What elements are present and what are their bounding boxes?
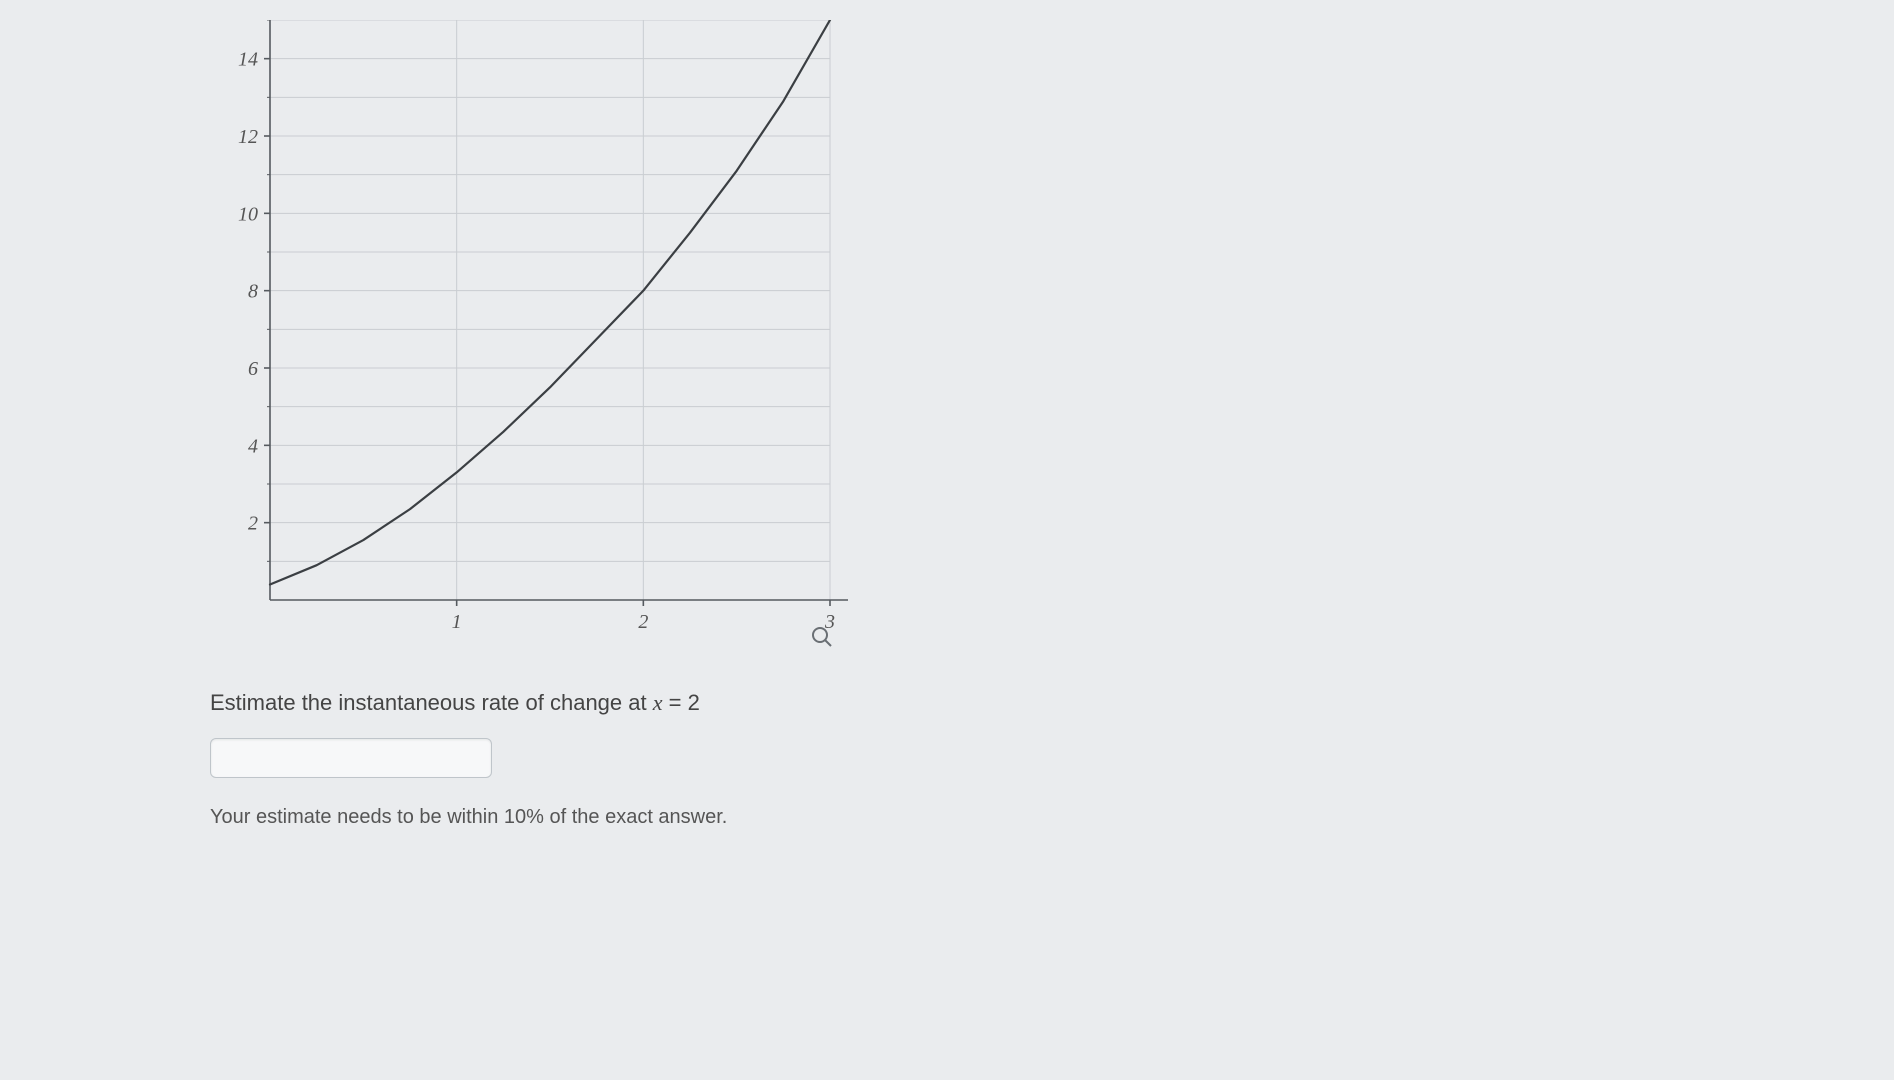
answer-input[interactable] bbox=[210, 738, 492, 778]
svg-text:4: 4 bbox=[248, 435, 258, 457]
svg-text:2: 2 bbox=[248, 513, 258, 535]
svg-text:2: 2 bbox=[638, 611, 648, 633]
question-value: 2 bbox=[688, 690, 700, 715]
question-prefix: Estimate the instantaneous rate of chang… bbox=[210, 690, 653, 715]
svg-text:1: 1 bbox=[452, 611, 462, 633]
svg-text:8: 8 bbox=[248, 281, 258, 303]
svg-text:6: 6 bbox=[248, 358, 258, 380]
question-eq: = bbox=[663, 690, 688, 715]
svg-text:14: 14 bbox=[238, 49, 258, 71]
svg-text:12: 12 bbox=[238, 126, 258, 148]
question-text: Estimate the instantaneous rate of chang… bbox=[210, 690, 910, 716]
rate-of-change-chart: 2468101214123 bbox=[210, 20, 910, 660]
zoom-icon[interactable] bbox=[810, 625, 834, 649]
hint-text: Your estimate needs to be within 10% of … bbox=[210, 806, 910, 829]
question-var: x bbox=[653, 690, 663, 715]
svg-text:10: 10 bbox=[238, 203, 258, 225]
